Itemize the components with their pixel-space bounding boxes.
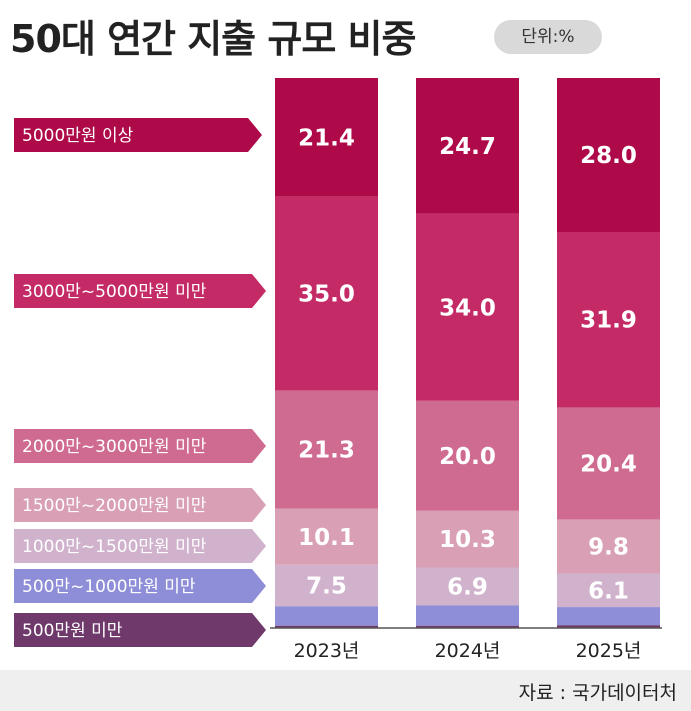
source-note: 자료 : 국가데이터처 [518, 682, 677, 704]
x-tick-label: 2024년 [435, 640, 501, 662]
x-tick-label: 2023년 [294, 640, 360, 662]
bar-segment [275, 78, 378, 197]
data-label: 21.4 [298, 125, 355, 151]
bar-segment [557, 519, 660, 574]
data-label: 21.3 [298, 438, 355, 464]
bar-segment [275, 625, 378, 628]
bar-segment [557, 78, 660, 232]
legend-swatch [14, 488, 266, 522]
bar-segment [416, 605, 519, 626]
bar-segment [416, 567, 519, 606]
data-label: 35.0 [298, 282, 355, 308]
legend-swatch [14, 429, 266, 463]
unit-badge: 단위:% [494, 20, 602, 54]
bar-segment [275, 196, 378, 391]
bar-segment [416, 213, 519, 401]
data-label: 10.1 [298, 525, 355, 551]
data-label: 6.1 [588, 578, 629, 604]
bar-segment [416, 510, 519, 568]
stacked-bar-chart: 21.4 35.0 21.3 10.1 7.5 2023년 24.7 34.0 20.0 10.3… [14, 78, 662, 662]
bar-segment [416, 78, 519, 214]
legend-swatch [14, 613, 266, 647]
data-label: 10.3 [439, 527, 496, 553]
bar-segment [416, 400, 519, 511]
data-label: 7.5 [306, 574, 347, 600]
legend-swatch [14, 118, 262, 152]
data-label: 31.9 [580, 308, 637, 334]
legend-swatch [14, 529, 266, 563]
data-label: 34.0 [439, 295, 496, 321]
bar-segment [557, 625, 660, 628]
bar-segment [557, 232, 660, 408]
bar-segment [557, 607, 660, 626]
legend-label: 2000만~3000만원 미만 [22, 437, 207, 457]
legend-label: 1000만~1500만원 미만 [22, 537, 207, 557]
bar-segment [557, 407, 660, 520]
legend-label: 500만원 미만 [22, 621, 123, 641]
legend-label: 5000만원 이상 [22, 126, 134, 146]
legend-swatch [14, 569, 266, 603]
x-tick-label: 2025년 [576, 640, 642, 662]
data-label: 20.0 [439, 444, 496, 470]
legend-label: 3000만~5000만원 미만 [22, 282, 207, 302]
data-label: 28.0 [580, 143, 637, 169]
data-label: 6.9 [447, 574, 488, 600]
bar-segment [557, 573, 660, 608]
chart-title: 50대 연간 지출 규모 비중 [10, 17, 416, 61]
bar-segment [275, 606, 378, 626]
legend-label: 500만~1000만원 미만 [22, 577, 196, 597]
legend-label: 1500만~2000만원 미만 [22, 496, 207, 516]
data-label: 24.7 [439, 134, 496, 160]
footer-bar: 자료 : 국가데이터처 [0, 670, 691, 711]
bar-segment [275, 508, 378, 565]
bar-segment [275, 390, 378, 509]
data-label: 9.8 [588, 535, 629, 561]
data-label: 20.4 [580, 452, 637, 478]
legend-swatch [14, 274, 266, 308]
bar-segment [275, 564, 378, 607]
bar-segment [416, 625, 519, 628]
